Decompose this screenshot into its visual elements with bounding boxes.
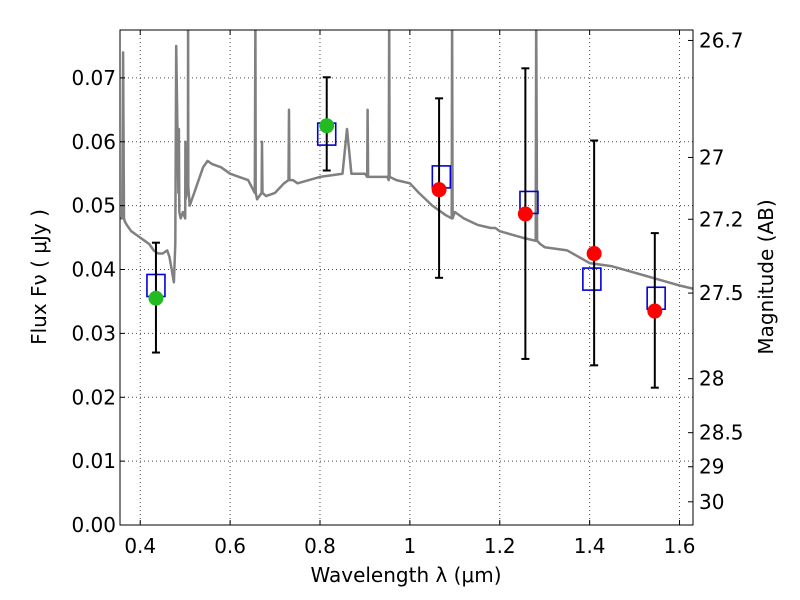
model-spectrum-line — [120, 30, 693, 290]
y-tick-label: 0.05 — [71, 194, 116, 218]
y-tick-label: 0.01 — [71, 449, 116, 473]
x-tick-label: 1 — [404, 534, 417, 558]
y-axis-label: Flux Fν ( μJy ) — [27, 209, 51, 345]
data-point — [517, 206, 533, 222]
y-axis-ticks: 0.00 0.01 0.02 0.03 0.04 0.05 0.06 0.07 — [71, 66, 125, 537]
photometry-markers — [146, 67, 666, 389]
y-tick-label: 0.02 — [71, 385, 116, 409]
y-tick-label: 0.06 — [71, 130, 116, 154]
y-tick-label: 0.00 — [71, 513, 116, 537]
data-point — [586, 246, 602, 262]
model-point — [582, 267, 602, 291]
y2-tick-label: 29 — [699, 455, 724, 479]
model-spectrum-group — [120, 30, 693, 290]
x-axis-label: Wavelength λ (μm) — [310, 563, 501, 587]
grid — [120, 30, 693, 526]
x-tick-label: 0.6 — [214, 534, 246, 558]
y2-tick-label: 27 — [699, 145, 724, 169]
x-tick-label: 1.6 — [664, 534, 696, 558]
y2-tick-label: 27.5 — [699, 281, 744, 305]
y2-axis-label: Magnitude (AB) — [754, 199, 778, 354]
x-tick-label: 1.4 — [574, 534, 606, 558]
data-point — [647, 303, 663, 319]
data-point — [148, 290, 164, 306]
data-point — [319, 118, 335, 134]
y-tick-label: 0.04 — [71, 258, 116, 282]
y2-tick-label: 30 — [699, 490, 724, 514]
y2-tick-label: 28.5 — [699, 421, 744, 445]
y-tick-label: 0.03 — [71, 321, 116, 345]
x-tick-label: 0.8 — [304, 534, 336, 558]
y2-axis-ticks: 26.7 27 27.2 27.5 28 28.5 29 30 — [688, 28, 744, 514]
y2-tick-label: 26.7 — [699, 28, 744, 52]
x-axis-ticks: 0.4 0.6 0.8 1 1.2 1.4 1.6 — [124, 30, 695, 558]
x-tick-label: 1.2 — [484, 534, 516, 558]
plot-frame — [119, 29, 694, 526]
x-tick-label: 0.4 — [124, 534, 156, 558]
y2-tick-label: 28 — [699, 367, 724, 391]
y2-tick-label: 27.2 — [699, 207, 744, 231]
y-tick-label: 0.07 — [71, 66, 116, 90]
data-point — [431, 182, 447, 198]
